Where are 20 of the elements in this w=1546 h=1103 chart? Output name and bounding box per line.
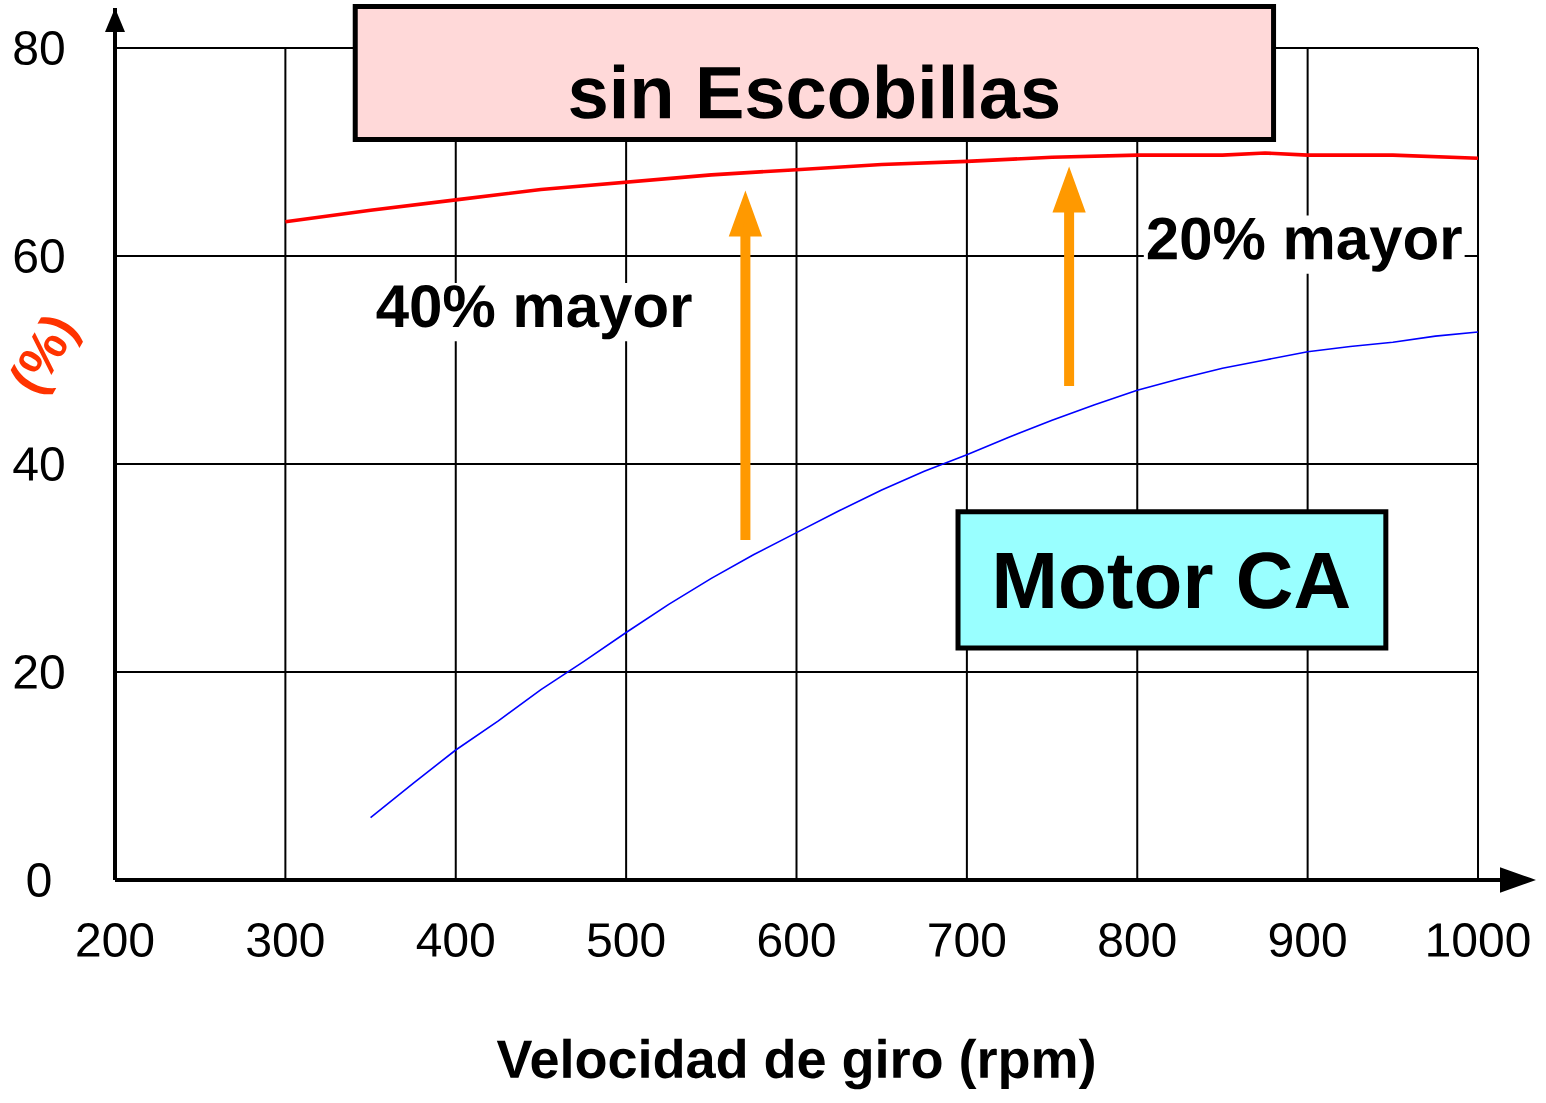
x-tick-label: 600: [758, 923, 835, 957]
x-tick-label: 200: [77, 923, 154, 957]
x-tick-label: 700: [929, 923, 1006, 957]
y-tick-label: 20: [14, 655, 64, 689]
y-axis-title: (%): [10, 317, 83, 395]
y-tick-label: 80: [14, 31, 64, 65]
x-tick-label: 400: [416, 923, 494, 957]
x-tick-label: 800: [1099, 923, 1176, 957]
y-tick-label: 60: [14, 239, 64, 273]
x-tick-label: 300: [247, 923, 324, 957]
x-tick-label: 1000: [1428, 923, 1530, 957]
x-tick-label: 900: [1269, 923, 1346, 957]
x-tick-label: 500: [588, 923, 665, 957]
series-label: Motor CA: [996, 552, 1350, 609]
series-label: sin Escobillas: [570, 64, 1059, 119]
annotation: 40% mayor: [376, 284, 692, 340]
x-axis-title: Velocidad de giro (rpm): [496, 1038, 1094, 1090]
y-tick-label: 40: [13, 447, 64, 481]
annotation: 20% mayor: [1147, 217, 1462, 272]
y-tick-label: 0: [27, 863, 51, 897]
